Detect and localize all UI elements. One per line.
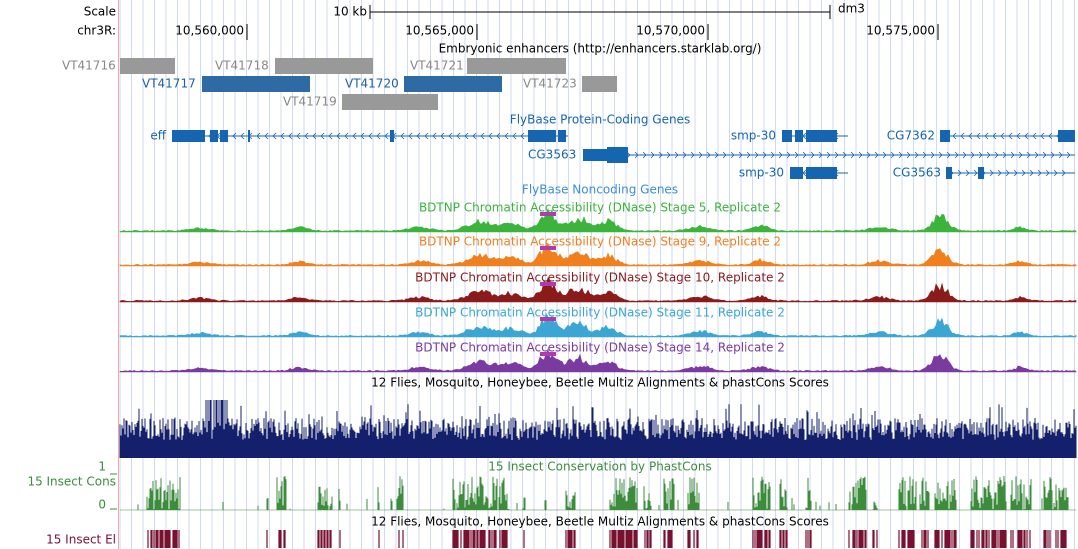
gene-label: smp-30 [731, 129, 776, 143]
gene-label: CG3563 [893, 166, 941, 180]
exon [946, 167, 952, 179]
enhancer [467, 58, 566, 74]
track-title: FlyBase Protein-Coding Genes [510, 113, 690, 127]
gene-label: eff [150, 129, 166, 143]
exon [782, 130, 792, 142]
exon [220, 130, 228, 142]
phastcons-signal [137, 476, 1069, 510]
track-title: BDTNP Chromatin Accessibility (DNase) St… [415, 341, 785, 355]
enhancer [404, 76, 502, 92]
enhancer-label: VT41721 [410, 59, 464, 73]
signal [119, 348, 1077, 373]
track-title: 12 Flies, Mosquito, Honeybee, Beetle Mul… [371, 515, 829, 529]
exon [806, 130, 837, 142]
signal [119, 208, 1077, 233]
enhancer [202, 76, 310, 92]
gene-label: CG7362 [887, 129, 935, 143]
exon [806, 167, 837, 179]
track-title: 12 Flies, Mosquito, Honeybee, Beetle Mul… [371, 376, 829, 390]
enhancer-label: VT41717 [142, 77, 196, 91]
exon [978, 167, 984, 179]
position-label: 10,570,000 [636, 24, 705, 38]
track-title: 15 Insect Conservation by PhastCons [488, 460, 711, 474]
signal-peak [540, 212, 556, 216]
enhancer [275, 58, 373, 74]
track-left-label: 15 Insect Cons [27, 475, 116, 489]
exon [210, 130, 218, 142]
assembly: dm3 [838, 2, 865, 16]
axis-min: 0 [98, 498, 106, 512]
enhancer [120, 58, 175, 74]
signal-peak [540, 282, 556, 286]
position-label: 10,560,000 [175, 24, 244, 38]
gene-label: smp-30 [739, 166, 784, 180]
position-label: 10,565,000 [405, 24, 474, 38]
signal [119, 312, 1077, 338]
conserved-elements [147, 530, 1067, 548]
exon [172, 130, 205, 142]
enhancer [342, 94, 438, 110]
track-title: BDTNP Chromatin Accessibility (DNase) St… [419, 201, 781, 215]
chrom-label: chr3R: [77, 24, 116, 38]
exon [790, 167, 803, 179]
axis-max: 1 [98, 460, 106, 474]
conservation-signal [119, 400, 1077, 458]
exon [940, 130, 950, 142]
exon [248, 130, 250, 142]
exon [795, 130, 803, 142]
strand-arrows [949, 169, 1066, 177]
enhancer-label: VT41723 [523, 77, 577, 91]
track-title: Embryonic enhancers (http://enhancers.st… [439, 42, 762, 56]
signal [119, 242, 1077, 267]
exon [390, 130, 394, 142]
signal [119, 277, 1077, 303]
track-left-label: 15 Insect El [46, 533, 116, 547]
enhancer-label: VT41716 [62, 59, 116, 73]
track-title: FlyBase Noncoding Genes [522, 183, 678, 197]
exon [607, 147, 628, 163]
exon [528, 130, 556, 142]
enhancer [582, 76, 617, 92]
gene-label: CG3563 [528, 148, 576, 162]
scale-bar-label: 10 kb [333, 5, 367, 19]
signal-peak [540, 246, 556, 250]
position-label: 10,575,000 [866, 24, 935, 38]
signal-peak [540, 317, 556, 321]
enhancer-label: VT41720 [345, 77, 399, 91]
exon [558, 130, 566, 142]
track-title: BDTNP Chromatin Accessibility (DNase) St… [415, 306, 785, 320]
track-title: BDTNP Chromatin Accessibility (DNase) St… [415, 271, 785, 285]
track-title: BDTNP Chromatin Accessibility (DNase) St… [419, 235, 781, 249]
exon [1058, 130, 1075, 142]
enhancer-label: VT41719 [283, 95, 337, 109]
enhancer-label: VT41718 [215, 59, 269, 73]
exon [583, 149, 607, 161]
signal-peak [540, 352, 556, 356]
scale-label: Scale [84, 5, 116, 19]
